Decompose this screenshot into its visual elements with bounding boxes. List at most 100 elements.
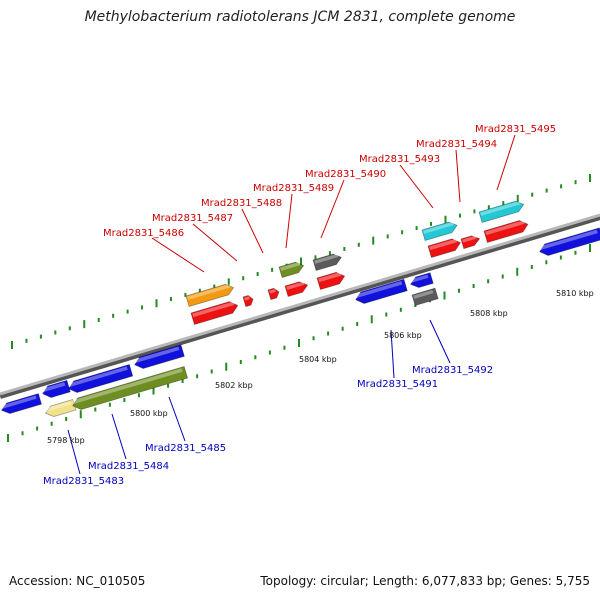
gene-blue-c[interactable]: [67, 364, 134, 395]
gene-red-a-body: [190, 301, 239, 326]
leader-5487: [192, 223, 238, 262]
gene-label-mrad2831-5487[interactable]: Mrad2831_5487: [152, 213, 233, 224]
gene-red-b-body: [242, 295, 254, 308]
gene-cyan-b-shine: [480, 201, 521, 216]
backbone-highlight: [0, 213, 600, 396]
gene-olive-bottom-body: [72, 365, 189, 410]
tick-label-5806: 5806 kbp: [384, 331, 422, 340]
label-leader-lines: [67, 134, 516, 475]
genome-backbone: [0, 213, 600, 399]
leader-5493: [399, 164, 434, 209]
backbone-shadow: [0, 214, 600, 399]
gene-blue-e[interactable]: [354, 278, 408, 305]
leader-5485: [168, 396, 186, 442]
gene-olive-bottom-shine: [72, 368, 183, 405]
gene-label-mrad2831-5490[interactable]: Mrad2831_5490: [305, 169, 386, 180]
gene-label-mrad2831-5485[interactable]: Mrad2831_5485: [145, 443, 226, 454]
tick-label-5800: 5800 kbp: [130, 409, 168, 418]
gene-cyan-a-body: [421, 221, 458, 242]
gene-label-mrad2831-5483[interactable]: Mrad2831_5483: [43, 476, 124, 487]
gene-blue-a[interactable]: [0, 393, 42, 416]
gene-blue-c-shine: [68, 366, 128, 388]
leader-5492: [429, 319, 451, 364]
gene-grey-bottom[interactable]: [411, 287, 439, 307]
gene-red-c-shine: [269, 288, 276, 294]
gene-red-a[interactable]: [190, 300, 239, 326]
tick-label-5798: 5798 kbp: [47, 436, 85, 445]
gene-cyan-b[interactable]: [478, 199, 525, 224]
gene-blue-e-shine: [355, 281, 403, 299]
gene-blue-f[interactable]: [409, 272, 434, 290]
gene-label-mrad2831-5484[interactable]: Mrad2831_5484: [88, 461, 169, 472]
leader-5494: [455, 149, 461, 203]
gene-yellow[interactable]: [44, 398, 77, 418]
gene-olive-top-shine: [280, 261, 301, 271]
gene-red-g-shine: [462, 235, 477, 243]
gene-blue-f-body: [409, 272, 434, 288]
gene-grey-bottom-body: [411, 287, 439, 307]
gene-red-d[interactable]: [284, 280, 309, 298]
gene-yellow-body: [44, 398, 77, 417]
gene-olive-bottom[interactable]: [71, 365, 189, 411]
gene-blue-d-shine: [134, 346, 180, 364]
gene-grey-top[interactable]: [312, 252, 343, 272]
gene-blue-d[interactable]: [133, 344, 185, 371]
gene-red-c[interactable]: [267, 287, 280, 301]
gene-red-c-body: [267, 287, 280, 301]
gene-blue-f-shine: [410, 274, 429, 283]
gene-red-e[interactable]: [316, 270, 346, 291]
gene-red-f-shine: [429, 238, 458, 251]
gene-label-mrad2831-5493[interactable]: Mrad2831_5493: [359, 154, 440, 165]
gene-red-g[interactable]: [460, 234, 481, 250]
leader-5490: [320, 179, 345, 239]
gene-orange-mrad2831-5486[interactable]: [185, 282, 235, 308]
gene-label-mrad2831-5491[interactable]: Mrad2831_5491: [357, 379, 438, 390]
gene-orange-mrad2831-5486-shine: [187, 284, 231, 300]
gene-label-mrad2831-5488[interactable]: Mrad2831_5488: [201, 198, 282, 209]
gene-orange-mrad2831-5486-body: [185, 283, 235, 308]
gene-blue-c-body: [68, 364, 134, 393]
leader-5491: [390, 329, 395, 379]
leader-5488: [241, 208, 264, 254]
gene-red-b-shine: [244, 296, 250, 301]
gene-blue-g[interactable]: [538, 227, 600, 258]
gene-grey-top-body: [312, 253, 343, 272]
accession-text: Accession: NC_010505: [9, 574, 146, 588]
gene-yellow-shine: [45, 401, 72, 412]
leader-5486: [151, 237, 205, 273]
gene-red-h[interactable]: [483, 219, 530, 244]
tick-label-5810: 5810 kbp: [556, 289, 594, 298]
gene-olive-top-body: [278, 261, 305, 279]
gene-red-b[interactable]: [242, 294, 254, 308]
genome-title: Methylobacterium radiotolerans JCM 2831,…: [84, 9, 516, 25]
gene-label-mrad2831-5489[interactable]: Mrad2831_5489: [253, 183, 334, 194]
gene-label-mrad2831-5495[interactable]: Mrad2831_5495: [475, 124, 556, 135]
gene-red-d-shine: [286, 281, 305, 290]
genome-info-text: Topology: circular; Length: 6,077,833 bp…: [260, 574, 590, 588]
gene-blue-e-body: [355, 278, 408, 304]
gene-blue-g-shine: [539, 229, 598, 251]
gene-label-mrad2831-5492[interactable]: Mrad2831_5492: [412, 365, 493, 376]
gene-red-e-shine: [318, 272, 342, 283]
tick-marks: [7, 174, 591, 442]
gene-blue-b-shine: [42, 382, 66, 393]
gene-cyan-b-body: [478, 200, 525, 224]
gene-red-h-body: [483, 220, 529, 244]
gene-red-a-shine: [192, 301, 235, 318]
gene-red-f[interactable]: [427, 237, 462, 259]
leader-5483: [67, 429, 81, 475]
gene-blue-b[interactable]: [41, 379, 71, 399]
gene-olive-top[interactable]: [278, 260, 305, 279]
gene-blue-a-shine: [1, 395, 37, 409]
gene-red-d-body: [284, 281, 309, 298]
gene-grey-top-shine: [314, 253, 339, 264]
leader-5489: [285, 193, 293, 249]
gene-cyan-a[interactable]: [421, 220, 459, 242]
gene-blue-d-body: [134, 344, 185, 369]
gene-label-mrad2831-5486[interactable]: Mrad2831_5486: [103, 228, 184, 239]
tick-label-5804: 5804 kbp: [299, 355, 337, 364]
gene-label-mrad2831-5494[interactable]: Mrad2831_5494: [416, 139, 497, 150]
gene-cyan-a-shine: [423, 221, 454, 234]
tick-label-5808: 5808 kbp: [470, 309, 508, 318]
